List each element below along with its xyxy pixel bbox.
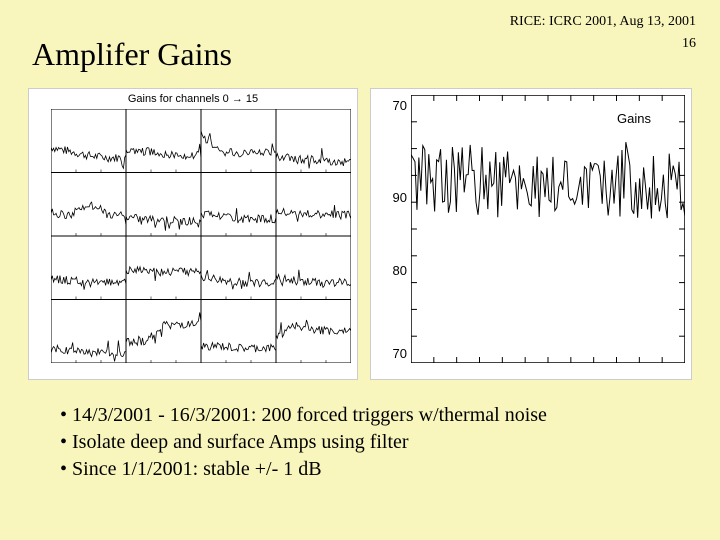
chart-right-plot: [411, 95, 685, 363]
slide-title: Amplifer Gains: [32, 36, 232, 73]
bullet-list: • 14/3/2001 - 16/3/2001: 200 forced trig…: [60, 402, 547, 483]
chart-left-plot: [51, 109, 351, 363]
bullet-item: • Isolate deep and surface Amps using fi…: [60, 429, 547, 456]
chart-left-title: Gains for channels 0 → 15: [128, 93, 258, 105]
chart-right-ytick: 80: [373, 263, 407, 278]
chart-left: Gains for channels 0 → 15: [28, 88, 358, 380]
bullet-item: • Since 1/1/2001: stable +/- 1 dB: [60, 456, 547, 483]
chart-right-ytick: 70: [373, 98, 407, 113]
page-number: 16: [682, 36, 696, 52]
chart-right-ytick: 90: [373, 190, 407, 205]
chart-right-ytick: 70: [373, 346, 407, 361]
bullet-item: • 14/3/2001 - 16/3/2001: 200 forced trig…: [60, 402, 547, 429]
slide: RICE: ICRC 2001, Aug 13, 2001 16 Amplife…: [0, 0, 720, 540]
chart-right: Gains 70809070: [370, 88, 692, 380]
charts-container: Gains for channels 0 → 15 Gains 70809070: [28, 88, 692, 380]
header-text: RICE: ICRC 2001, Aug 13, 2001: [510, 14, 696, 30]
